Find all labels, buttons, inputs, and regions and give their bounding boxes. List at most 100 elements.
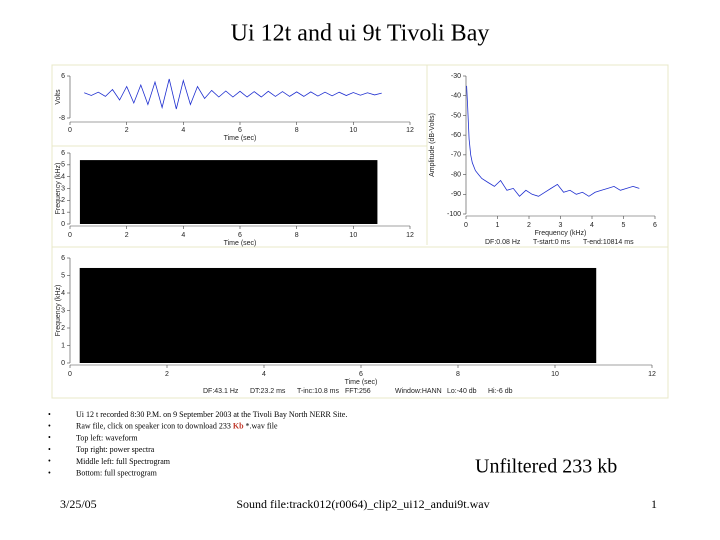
data-line bbox=[466, 85, 640, 197]
analysis-note: DT:23.2 ms bbox=[250, 388, 286, 395]
analysis-note: FFT:256 bbox=[345, 388, 371, 395]
bullet-part: Raw file, click on speaker icon to downl… bbox=[76, 422, 233, 431]
bullet-dot: • bbox=[48, 422, 51, 431]
bullet-dot: • bbox=[48, 445, 51, 454]
y-tick-label: 4 bbox=[61, 174, 65, 181]
analysis-note: T-inc:10.8 ms bbox=[297, 388, 340, 395]
bullet-text: Bottom: full spectrogram bbox=[76, 468, 158, 477]
x-axis-title: Time (sec) bbox=[224, 240, 257, 247]
x-tick-label: 2 bbox=[125, 127, 129, 134]
figure-frame bbox=[51, 64, 669, 399]
y-tick-label: -60 bbox=[451, 132, 461, 139]
y-tick-label: 2 bbox=[61, 197, 65, 204]
x-tick-label: 12 bbox=[648, 371, 656, 378]
bullet-part: Ui 12 t recorded 8:30 P.M. on 9 Septembe… bbox=[76, 410, 347, 419]
y-tick-label: 0 bbox=[61, 221, 65, 228]
y-tick-label: -80 bbox=[451, 171, 461, 178]
slide-title: Ui 12t and ui 9t Tivoli Bay bbox=[231, 21, 490, 47]
y-tick-label: 2 bbox=[61, 325, 65, 332]
x-tick-label: 6 bbox=[653, 222, 657, 229]
bullet-text: Top left: waveform bbox=[76, 433, 138, 442]
x-tick-label: 0 bbox=[68, 371, 72, 378]
y-tick-label: 3 bbox=[61, 185, 65, 192]
x-tick-label: 2 bbox=[125, 232, 129, 239]
y-tick-label: -100 bbox=[447, 211, 461, 218]
spectrogram-field bbox=[79, 267, 597, 363]
x-tick-label: 12 bbox=[406, 232, 414, 239]
y-tick-label: 4 bbox=[61, 290, 65, 297]
bullet-part: Bottom: full spectrogram bbox=[76, 468, 158, 477]
y-axis-title: Frequency (kHz) bbox=[55, 285, 62, 337]
bullet-part: *.wav file bbox=[244, 422, 278, 431]
y-tick-label: 5 bbox=[61, 272, 65, 279]
bullet-dot: • bbox=[48, 410, 51, 419]
analysis-note: DF:0.08 Hz bbox=[485, 239, 521, 246]
x-tick-label: 10 bbox=[349, 127, 357, 134]
analysis-note: DF:43.1 Hz bbox=[203, 388, 239, 395]
y-tick-label: -50 bbox=[451, 112, 461, 119]
x-tick-label: 2 bbox=[165, 371, 169, 378]
x-tick-label: 1 bbox=[496, 222, 500, 229]
y-axis-title: Amplitude (dB-Volts) bbox=[429, 113, 436, 177]
x-tick-label: 4 bbox=[262, 371, 266, 378]
y-tick-label: -90 bbox=[451, 191, 461, 198]
y-tick-label: 6 bbox=[61, 150, 65, 157]
y-tick-label: 1 bbox=[61, 209, 65, 216]
y-tick-label: 5 bbox=[61, 162, 65, 169]
data-line bbox=[84, 78, 382, 110]
y-tick-label: 6 bbox=[61, 255, 65, 262]
x-tick-label: 4 bbox=[181, 127, 185, 134]
x-tick-label: 5 bbox=[622, 222, 626, 229]
x-tick-label: 6 bbox=[238, 232, 242, 239]
analysis-note: Hi:-6 db bbox=[488, 388, 513, 395]
x-axis-title: Time (sec) bbox=[224, 135, 257, 142]
bullet-part: Middle left: full Spectrogram bbox=[76, 457, 171, 466]
x-tick-label: 4 bbox=[181, 232, 185, 239]
analysis-note: Window:HANN bbox=[395, 388, 442, 395]
footer-date: 3/25/05 bbox=[60, 497, 97, 511]
analysis-note: T-start:0 ms bbox=[533, 239, 570, 246]
x-tick-label: 10 bbox=[551, 371, 559, 378]
footer-page: 1 bbox=[651, 497, 657, 511]
x-tick-label: 3 bbox=[559, 222, 563, 229]
y-tick-label: 0 bbox=[61, 360, 65, 367]
bullet-part: Top right: power spectra bbox=[76, 445, 155, 454]
x-tick-label: 4 bbox=[590, 222, 594, 229]
x-tick-label: 2 bbox=[527, 222, 531, 229]
y-axis-title: Volts bbox=[55, 89, 62, 105]
y-tick-label: 6 bbox=[61, 73, 65, 80]
x-tick-label: 8 bbox=[456, 371, 460, 378]
y-axis-title: Frequency (kHz) bbox=[55, 163, 62, 215]
spectrogram-field bbox=[79, 160, 378, 224]
y-tick-label: 1 bbox=[61, 342, 65, 349]
bullet-text: Middle left: full Spectrogram bbox=[76, 457, 171, 466]
y-tick-label: 3 bbox=[61, 307, 65, 314]
bullet-part: Kb bbox=[233, 422, 244, 431]
analysis-note: T-end:10814 ms bbox=[583, 239, 634, 246]
analysis-note: Lo:-40 db bbox=[447, 388, 477, 395]
x-tick-label: 0 bbox=[68, 232, 72, 239]
y-tick-label: -70 bbox=[451, 152, 461, 159]
x-tick-label: 8 bbox=[295, 232, 299, 239]
bullet-dot: • bbox=[48, 433, 51, 442]
file-note: Unfiltered 233 kb bbox=[475, 456, 617, 478]
x-tick-label: 6 bbox=[238, 127, 242, 134]
x-tick-label: 6 bbox=[359, 371, 363, 378]
bullet-text: Ui 12 t recorded 8:30 P.M. on 9 Septembe… bbox=[76, 410, 347, 419]
y-tick-label: -8 bbox=[59, 115, 65, 122]
y-tick-label: -30 bbox=[451, 73, 461, 80]
footer-file: Sound file:track012(r0064)_clip2_ui12_an… bbox=[236, 497, 489, 511]
bullet-dot: • bbox=[48, 468, 51, 477]
x-axis-title: Frequency (kHz) bbox=[535, 230, 587, 237]
x-tick-label: 10 bbox=[349, 232, 357, 239]
y-tick-label: -40 bbox=[451, 93, 461, 100]
x-tick-label: 8 bbox=[295, 127, 299, 134]
bullet-dot: • bbox=[48, 457, 51, 466]
bullet-part: Top left: waveform bbox=[76, 433, 138, 442]
bullet-text: Top right: power spectra bbox=[76, 445, 155, 454]
x-axis-title: Time (sec) bbox=[345, 379, 378, 386]
bullet-text: Raw file, click on speaker icon to downl… bbox=[76, 422, 278, 431]
x-tick-label: 0 bbox=[464, 222, 468, 229]
x-tick-label: 0 bbox=[68, 127, 72, 134]
